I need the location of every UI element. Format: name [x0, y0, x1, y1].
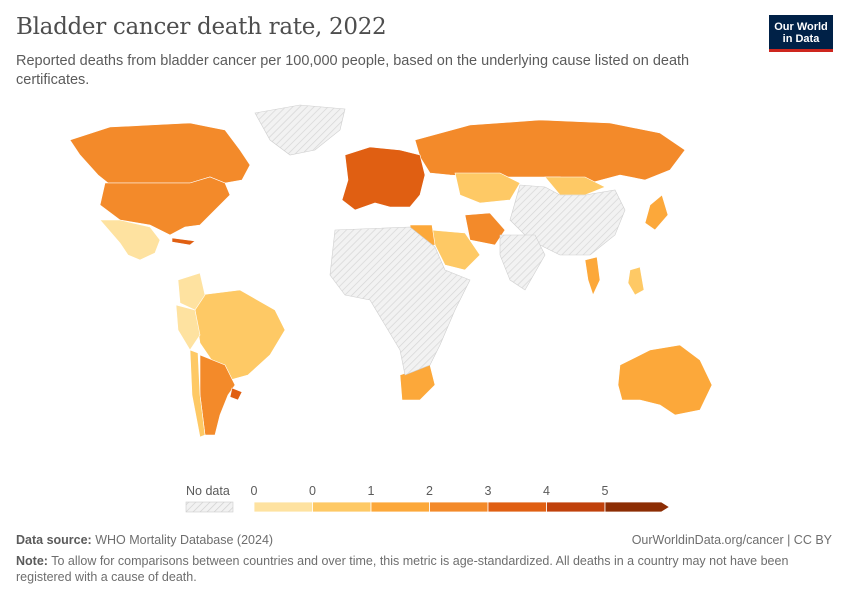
logo-line-2: in Data — [782, 33, 820, 45]
legend-tick-label: 0 — [251, 484, 258, 498]
region-greenland[interactable] — [254, 104, 346, 156]
legend-tick-label: 5 — [602, 484, 609, 498]
legend-bin-5 — [487, 501, 547, 513]
legend-bin-1 — [253, 501, 313, 513]
legend-tick-label: 4 — [543, 484, 550, 498]
region-africa-most[interactable] — [329, 226, 471, 376]
footnote: Note: To allow for comparisons between c… — [16, 553, 816, 585]
legend: No data 0 0 1 2 3 4 5 — [182, 480, 672, 525]
source-text[interactable]: WHO Mortality Database (2024) — [95, 533, 274, 547]
region-kazakhstan[interactable] — [454, 172, 521, 204]
legend-no-data-swatch — [185, 501, 234, 513]
legend-tick-label: 3 — [485, 484, 492, 498]
legend-bin-2 — [312, 501, 372, 513]
legend-bin-3 — [370, 501, 430, 513]
region-mongolia[interactable] — [544, 176, 606, 196]
region-australia[interactable] — [617, 344, 713, 416]
logo-line-1: Our World — [774, 21, 828, 33]
region-united-states[interactable] — [99, 176, 231, 236]
legend-tick-label: 0 — [309, 484, 316, 498]
region-canada[interactable] — [69, 122, 251, 184]
region-iran[interactable] — [464, 212, 506, 246]
owid-logo[interactable]: Our World in Data — [769, 15, 833, 52]
region-europe[interactable] — [341, 146, 426, 211]
legend-tick-label: 1 — [368, 484, 375, 498]
region-cuba[interactable] — [171, 237, 196, 246]
legend-bin-4 — [429, 501, 489, 513]
world-map[interactable] — [0, 95, 850, 475]
note-text: To allow for comparisons between countri… — [16, 554, 789, 584]
region-colombia[interactable] — [177, 272, 206, 311]
region-chile[interactable] — [189, 349, 206, 438]
legend-tick-label: 2 — [426, 484, 433, 498]
region-thailand[interactable] — [584, 256, 601, 296]
region-uruguay[interactable] — [229, 387, 243, 401]
credit-link[interactable]: OurWorldinData.org/cancer | CC BY — [631, 533, 832, 547]
region-india[interactable] — [499, 234, 546, 291]
region-philippines[interactable] — [627, 266, 645, 296]
region-russia[interactable] — [414, 119, 686, 184]
note-label: Note: — [16, 554, 48, 568]
legend-no-data-label: No data — [186, 484, 230, 498]
data-source: Data source: WHO Mortality Database (202… — [16, 533, 273, 547]
region-mexico[interactable] — [99, 219, 161, 261]
page-title: Bladder cancer death rate, 2022 — [16, 14, 387, 40]
legend-bin-7 — [604, 501, 671, 513]
region-peru[interactable] — [175, 304, 201, 351]
page-subtitle: Reported deaths from bladder cancer per … — [16, 53, 690, 88]
source-label: Data source: — [16, 533, 92, 547]
region-japan[interactable] — [644, 194, 669, 231]
legend-bin-6 — [546, 501, 606, 513]
